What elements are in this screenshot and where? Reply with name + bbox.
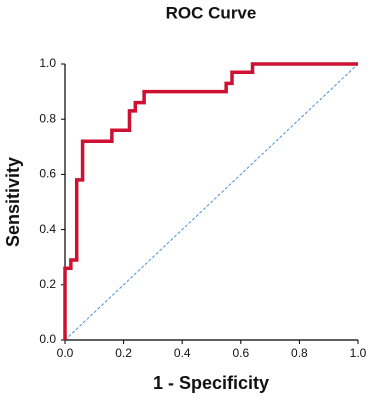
- reference-line: [64, 63, 359, 341]
- x-tick-label: 0.6: [232, 346, 249, 360]
- x-tick-label: 0.8: [291, 346, 308, 360]
- x-axis-label: 1 - Specificity: [153, 373, 269, 393]
- x-tick-label: 0.2: [115, 346, 132, 360]
- roc-curve: [63, 62, 358, 340]
- y-tick-label: 0.0: [39, 332, 56, 346]
- y-tick-label: 0.8: [39, 111, 56, 125]
- y-tick-label: 0.2: [39, 277, 56, 291]
- x-tick-label: 0.0: [57, 346, 74, 360]
- x-tick-label: 1.0: [350, 346, 367, 360]
- y-axis-label: Sensitivity: [3, 157, 23, 247]
- y-tick-label: 1.0: [39, 56, 56, 70]
- chart-title: ROC Curve: [166, 3, 257, 22]
- x-tick-label: 0.4: [174, 346, 191, 360]
- y-tick-label: 0.4: [39, 222, 56, 236]
- y-tick-label: 0.6: [39, 167, 56, 181]
